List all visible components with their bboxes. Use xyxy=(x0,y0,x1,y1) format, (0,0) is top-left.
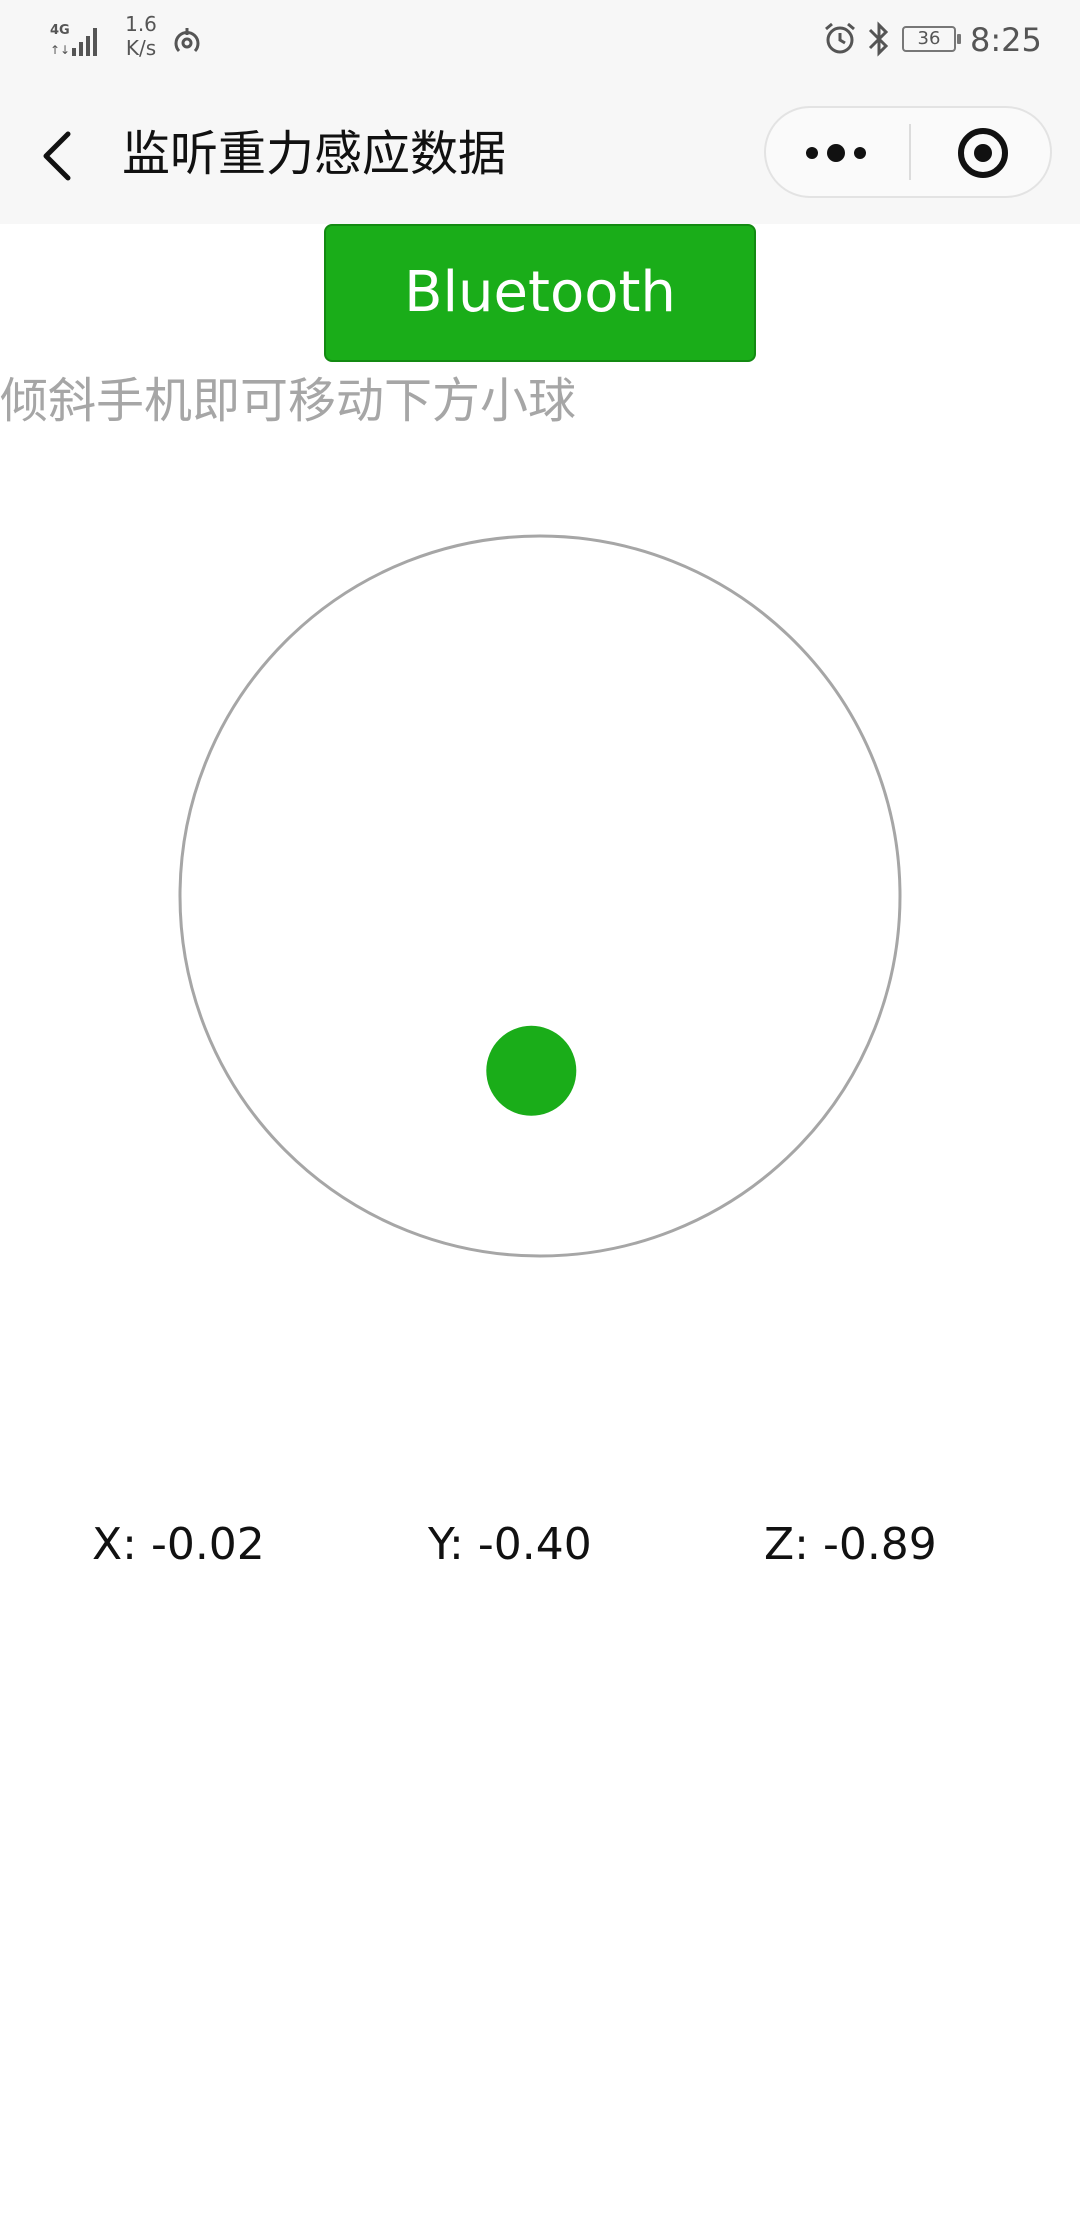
target-close-icon xyxy=(911,108,1050,196)
net-speed-unit: K/s xyxy=(118,36,164,60)
back-button[interactable] xyxy=(30,116,90,196)
more-button[interactable] xyxy=(766,108,909,196)
z-value: Z: -0.89 xyxy=(764,1510,937,1580)
net-speed-value: 1.6 xyxy=(118,12,164,36)
chevron-left-icon xyxy=(30,116,90,196)
status-time: 8:25 xyxy=(970,20,1042,60)
tilt-ring xyxy=(180,536,900,1256)
bluetooth-button[interactable]: Bluetooth xyxy=(324,224,756,362)
tilt-hint-text: 倾斜手机即可移动下方小球 xyxy=(0,366,576,436)
nav-bar: 监听重力感应数据 xyxy=(0,80,1080,224)
svg-text:↑↓: ↑↓ xyxy=(50,43,70,57)
more-dots-icon xyxy=(766,108,909,196)
close-button[interactable] xyxy=(911,108,1050,196)
signal-icon: 4G ↑↓ xyxy=(48,18,104,60)
status-bar: 4G ↑↓ 1.6 K/s 36 8:25 xyxy=(0,0,1080,80)
battery-icon: 36 xyxy=(902,26,956,52)
net-speed: 1.6 K/s xyxy=(118,12,164,60)
menu-capsule xyxy=(764,106,1052,198)
tilt-ball xyxy=(486,1026,576,1116)
page-title: 监听重力感应数据 xyxy=(122,122,506,186)
bluetooth-icon xyxy=(866,20,892,58)
tilt-area xyxy=(176,532,904,1260)
hotspot-icon xyxy=(170,24,204,58)
x-value: X: -0.02 xyxy=(92,1510,265,1580)
svg-text:4G: 4G xyxy=(50,23,70,38)
alarm-icon xyxy=(822,20,858,56)
y-value: Y: -0.40 xyxy=(428,1510,592,1580)
